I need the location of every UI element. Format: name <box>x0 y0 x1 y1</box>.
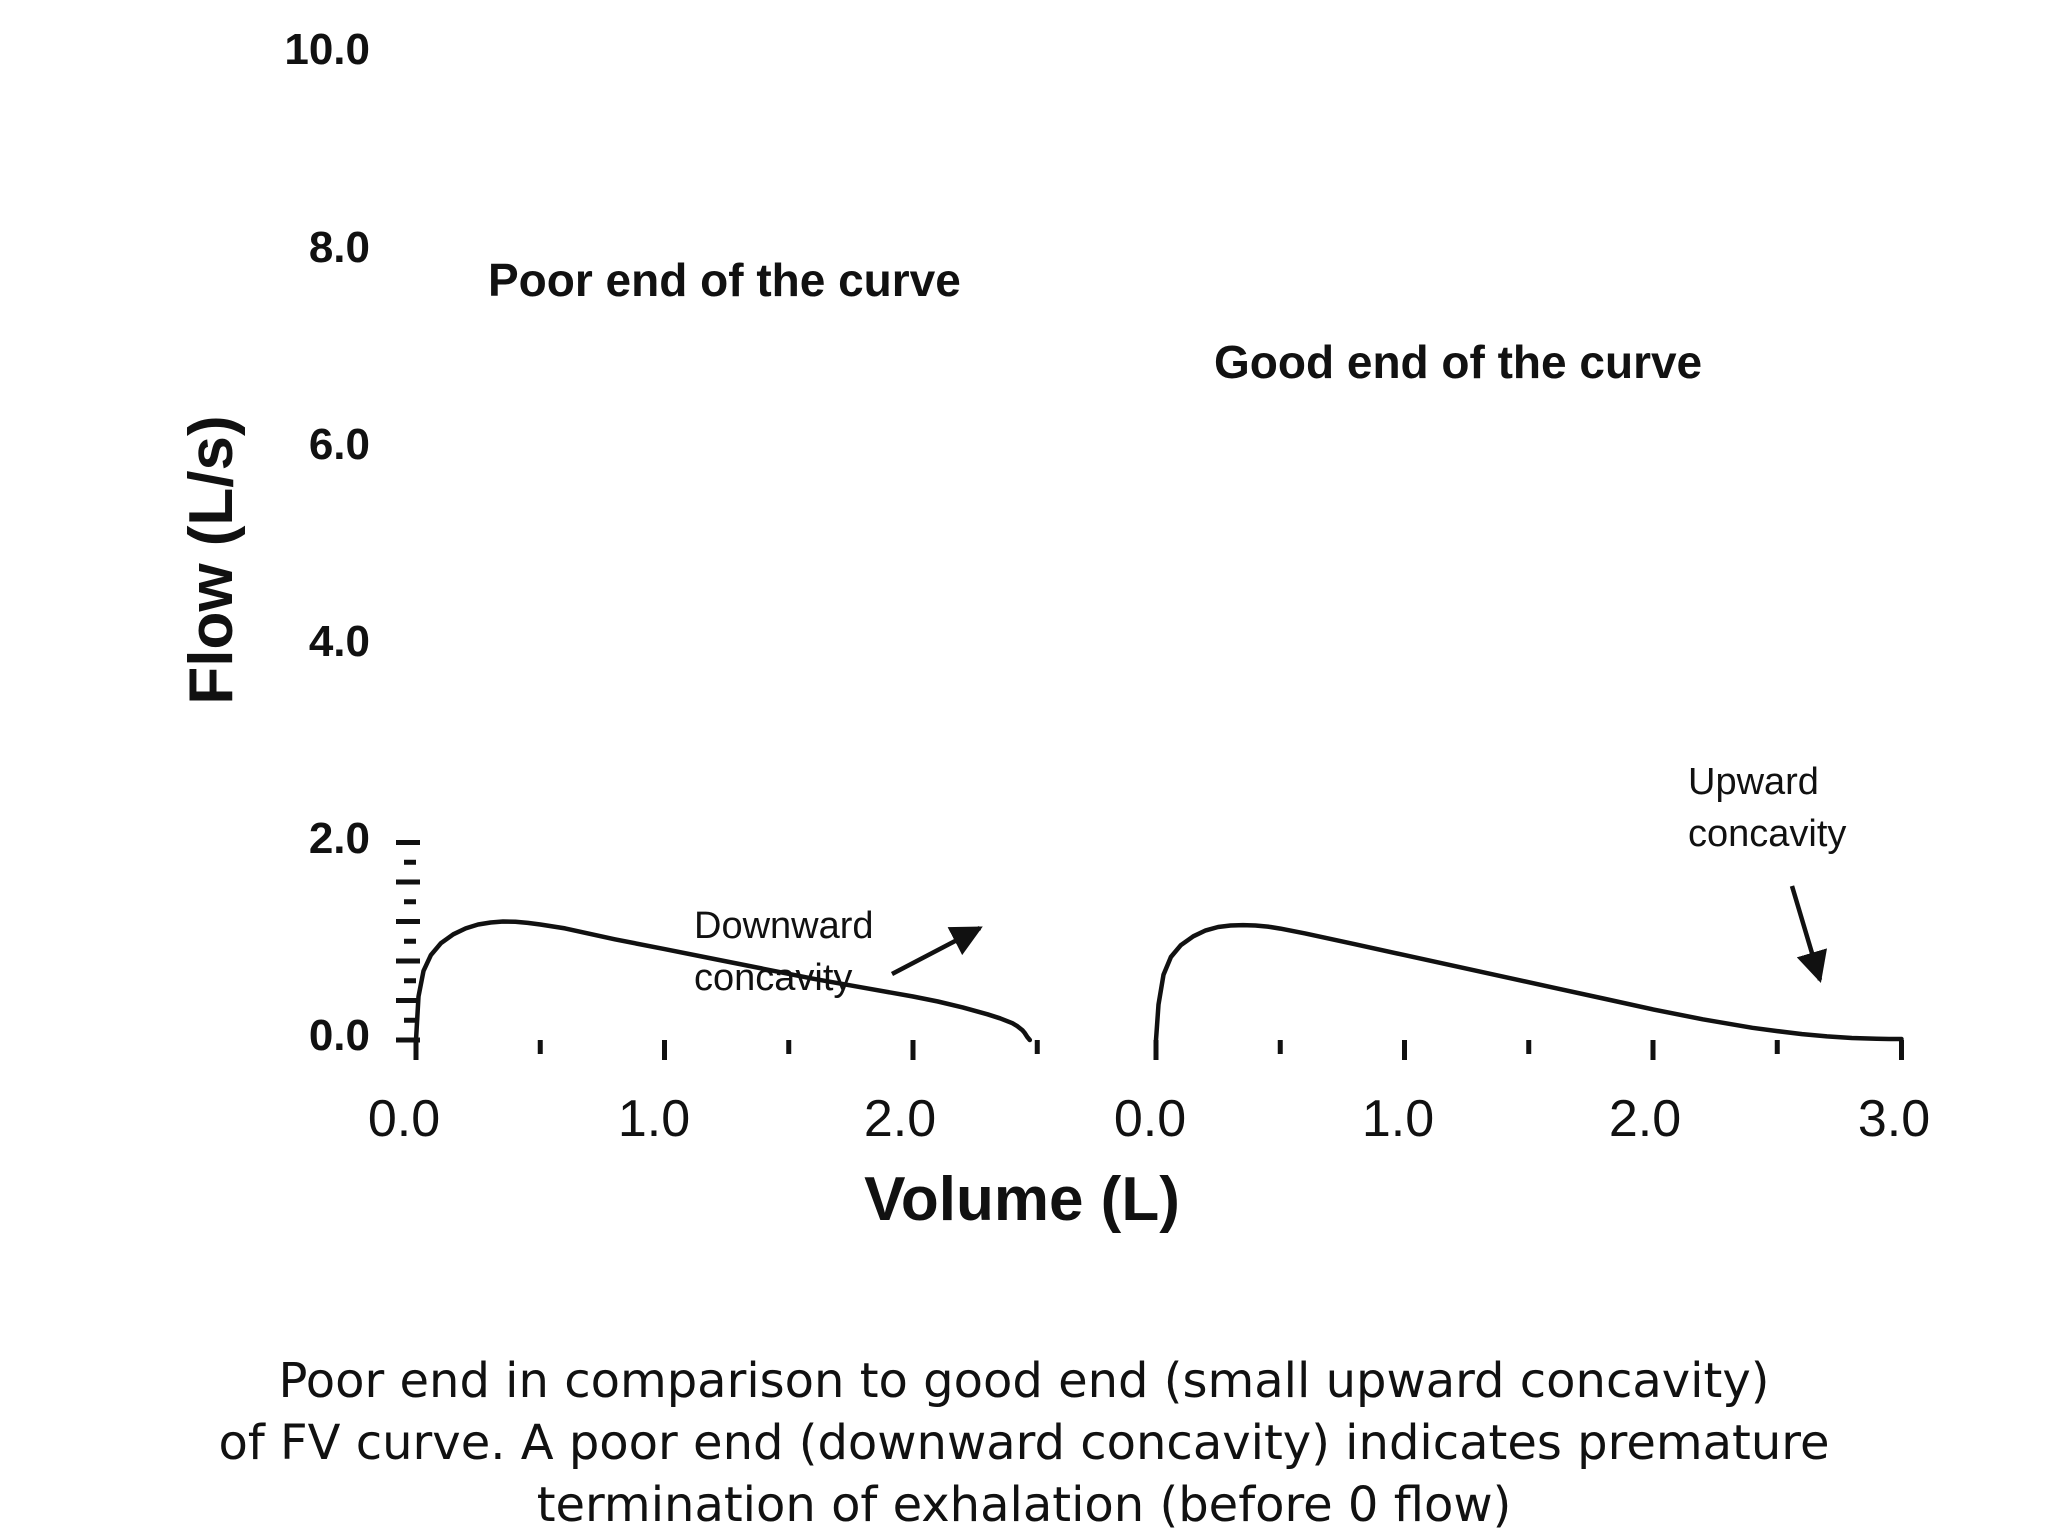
axes-layer <box>396 840 1904 1060</box>
good-end-flow-volume-curve <box>1153 922 1904 1043</box>
caption-line: termination of exhalation (before 0 flow… <box>536 1477 1512 1533</box>
y-tick-label: 0.0 <box>309 1011 370 1060</box>
y-tick-label: 6.0 <box>309 420 370 469</box>
upward-concavity-arrow <box>1789 885 1828 984</box>
x-axis-title: Volume (L) <box>864 1165 1180 1234</box>
poor-end-flow-volume-curve <box>413 919 1033 1043</box>
downward-concavity-label: concavity <box>694 957 852 999</box>
x-tick-label: 0.0 <box>368 1090 440 1148</box>
y-tick-label: 8.0 <box>309 223 370 272</box>
caption-line: of FV curve. A poor end (downward concav… <box>218 1415 1830 1471</box>
caption-line: Poor end in comparison to good end (smal… <box>278 1353 1770 1409</box>
downward-concavity-label: Downward <box>694 905 874 947</box>
curves-layer <box>413 919 1904 1043</box>
x-tick-label: 1.0 <box>618 1090 690 1148</box>
x-tick-label: 2.0 <box>864 1090 936 1148</box>
upward-concavity-label: Upward <box>1688 761 1819 803</box>
y-tick-label: 10.0 <box>284 25 370 74</box>
x-tick-label: 2.0 <box>1609 1090 1681 1148</box>
poor-end-title: Poor end of the curve <box>488 254 961 306</box>
x-tick-label: 3.0 <box>1858 1090 1930 1148</box>
y-tick-label: 2.0 <box>309 814 370 863</box>
x-tick-label: 0.0 <box>1114 1090 1186 1148</box>
flow-volume-chart: 10.0 8.0 6.0 4.0 2.0 0.0 Flow (L/s) 0.0 … <box>177 25 1930 1234</box>
upward-concavity-label: concavity <box>1688 813 1846 855</box>
figure-caption: Poor end in comparison to good end (smal… <box>0 1350 2048 1536</box>
good-end-title: Good end of the curve <box>1214 336 1702 388</box>
y-axis-title: Flow (L/s) <box>177 415 246 704</box>
x-tick-label: 1.0 <box>1362 1090 1434 1148</box>
downward-concavity-arrow <box>890 926 983 976</box>
y-tick-label: 4.0 <box>309 617 370 666</box>
